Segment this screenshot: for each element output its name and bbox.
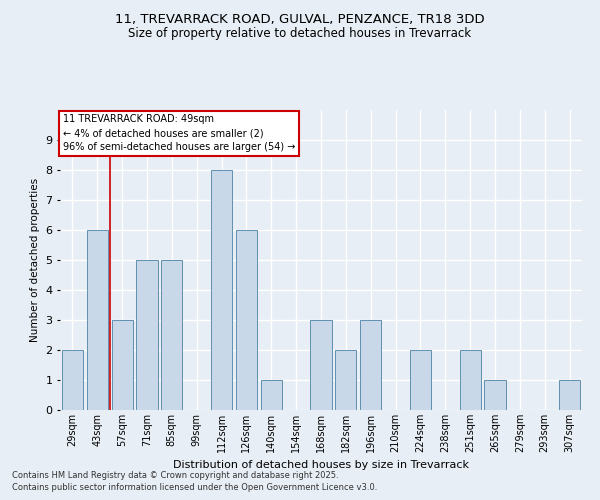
Text: Contains HM Land Registry data © Crown copyright and database right 2025.: Contains HM Land Registry data © Crown c… — [12, 470, 338, 480]
Bar — [460, 350, 481, 410]
Bar — [136, 260, 158, 410]
X-axis label: Distribution of detached houses by size in Trevarrack: Distribution of detached houses by size … — [173, 460, 469, 470]
Bar — [161, 260, 182, 410]
Bar — [236, 230, 257, 410]
Text: Size of property relative to detached houses in Trevarrack: Size of property relative to detached ho… — [128, 28, 472, 40]
Text: Contains public sector information licensed under the Open Government Licence v3: Contains public sector information licen… — [12, 483, 377, 492]
Text: 11 TREVARRACK ROAD: 49sqm
← 4% of detached houses are smaller (2)
96% of semi-de: 11 TREVARRACK ROAD: 49sqm ← 4% of detach… — [62, 114, 295, 152]
Bar — [211, 170, 232, 410]
Bar — [310, 320, 332, 410]
Bar — [484, 380, 506, 410]
Bar — [62, 350, 83, 410]
Bar — [112, 320, 133, 410]
Text: 11, TREVARRACK ROAD, GULVAL, PENZANCE, TR18 3DD: 11, TREVARRACK ROAD, GULVAL, PENZANCE, T… — [115, 12, 485, 26]
Bar — [360, 320, 381, 410]
Bar — [410, 350, 431, 410]
Y-axis label: Number of detached properties: Number of detached properties — [29, 178, 40, 342]
Bar — [559, 380, 580, 410]
Bar — [87, 230, 108, 410]
Bar — [261, 380, 282, 410]
Bar — [335, 350, 356, 410]
